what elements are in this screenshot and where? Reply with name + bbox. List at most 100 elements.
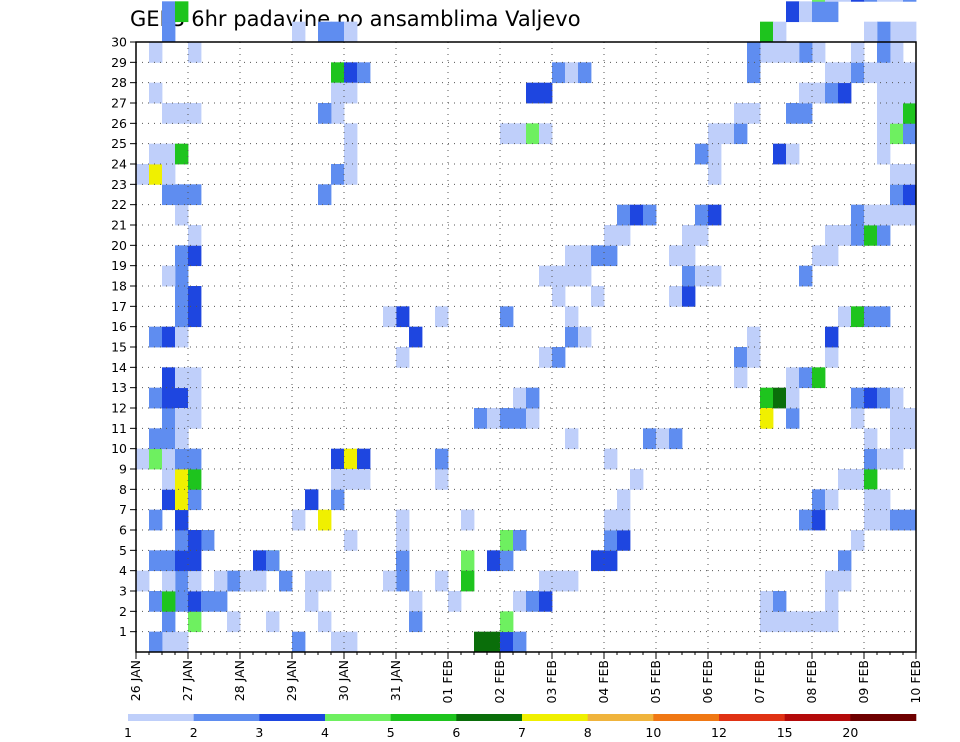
- heatmap-cell: [851, 387, 865, 409]
- heatmap-cell: [162, 103, 176, 124]
- heatmap-cell: [305, 489, 319, 511]
- heatmap-cell: [409, 326, 423, 348]
- x-tick-label: 07 FEB: [752, 660, 767, 704]
- heatmap-cell: [318, 509, 332, 531]
- heatmap-cell: [396, 509, 410, 531]
- heatmap-cell: [786, 143, 800, 165]
- heatmap-cell: [890, 428, 904, 450]
- x-tick-label: 28 JAN: [232, 660, 247, 701]
- y-tick-label: 24: [111, 157, 127, 172]
- heatmap-cell: [149, 82, 163, 104]
- heatmap-cell: [630, 204, 644, 226]
- heatmap-cell: [864, 448, 878, 470]
- heatmap-cell: [188, 611, 202, 633]
- heatmap-cell: [890, 448, 904, 470]
- heatmap-cell: [617, 489, 631, 511]
- y-tick-label: 21: [111, 218, 127, 233]
- heatmap-cell: [513, 123, 527, 145]
- heatmap-cell: [604, 225, 618, 246]
- heatmap-cell: [903, 103, 917, 124]
- y-tick-label: 17: [111, 299, 127, 314]
- heatmap-cell: [175, 265, 189, 287]
- heatmap-cell: [500, 631, 514, 653]
- heatmap-cell: [851, 225, 865, 246]
- colorbar-label: 10: [645, 725, 661, 740]
- heatmap-cell: [604, 530, 618, 551]
- heatmap-cell: [539, 570, 553, 592]
- x-tick-label: 03 FEB: [544, 660, 559, 704]
- heatmap-cell: [136, 448, 150, 470]
- heatmap-cell: [162, 184, 176, 206]
- heatmap-cell: [890, 184, 904, 206]
- heatmap-cell: [331, 103, 345, 124]
- y-tick-label: 25: [111, 136, 127, 151]
- heatmap-cell: [578, 265, 592, 287]
- heatmap-cell: [513, 387, 527, 409]
- heatmap-cell: [539, 123, 553, 145]
- heatmap-cell: [188, 245, 202, 267]
- heatmap-cell: [786, 103, 800, 124]
- heatmap-cell: [864, 225, 878, 246]
- heatmap-cell: [331, 82, 345, 104]
- heatmap-cell: [591, 286, 605, 307]
- heatmap-cell: [890, 62, 904, 84]
- heatmap-cell: [799, 103, 813, 124]
- colorbar-swatch: [193, 714, 260, 721]
- heatmap-cell: [175, 428, 189, 450]
- heatmap-cell: [175, 245, 189, 267]
- heatmap-cell: [162, 408, 176, 429]
- heatmap-cell: [851, 42, 865, 63]
- y-tick-label: 11: [111, 421, 127, 436]
- heatmap-cell: [799, 611, 813, 633]
- heatmap-cell: [344, 143, 358, 165]
- heatmap-cell: [149, 631, 163, 653]
- heatmap-cell: [487, 631, 501, 653]
- y-tick-label: 6: [119, 523, 127, 538]
- colorbar-swatch: [850, 714, 917, 721]
- heatmap-cell: [903, 509, 917, 531]
- heatmap-cell: [903, 82, 917, 104]
- heatmap-cell: [188, 489, 202, 511]
- heatmap-cell: [357, 469, 371, 490]
- colorbar-label: 2: [190, 725, 198, 740]
- heatmap-cell: [175, 570, 189, 592]
- heatmap-cell: [500, 123, 514, 145]
- heatmap-cell: [695, 204, 709, 226]
- y-tick-label: 7: [119, 502, 127, 517]
- heatmap-cell: [877, 123, 891, 145]
- heatmap-cell: [825, 245, 839, 267]
- heatmap-cell: [851, 408, 865, 429]
- heatmap-cell: [188, 225, 202, 246]
- y-tick-label: 1: [119, 624, 127, 639]
- heatmap-cell: [877, 306, 891, 328]
- colorbar: 1 2 3 4 5 6 7 8 10 12 15 20: [124, 714, 917, 740]
- heatmap-cell: [695, 265, 709, 287]
- heatmap-cell: [682, 225, 696, 246]
- heatmap-cell: [903, 21, 917, 43]
- heatmap-cell: [838, 306, 852, 328]
- heatmap-cell: [162, 469, 176, 490]
- y-tick-label: 8: [119, 482, 127, 497]
- heatmap-cell: [890, 509, 904, 531]
- heatmap-cell: [760, 591, 774, 612]
- colorbar-label: 5: [387, 725, 395, 740]
- heatmap-cell: [890, 123, 904, 145]
- heatmap-cell: [552, 570, 566, 592]
- heatmap-cell: [214, 570, 228, 592]
- heatmap-cell: [474, 631, 488, 653]
- colorbar-swatch: [653, 714, 720, 721]
- heatmap-cell: [175, 631, 189, 653]
- colorbar-label: 15: [777, 725, 793, 740]
- heatmap-cell: [734, 347, 748, 368]
- heatmap-cell: [188, 42, 202, 63]
- heatmap-cell: [292, 631, 306, 653]
- heatmap-cell: [175, 306, 189, 328]
- heatmap-cell: [695, 143, 709, 165]
- heatmap-cell: [175, 204, 189, 226]
- heatmap-cell: [877, 448, 891, 470]
- heatmap-cell: [175, 387, 189, 409]
- y-tick-label: 5: [119, 543, 127, 558]
- heatmap-cell: [864, 469, 878, 490]
- colorbar-label: 8: [584, 725, 592, 740]
- heatmap-cell: [175, 143, 189, 165]
